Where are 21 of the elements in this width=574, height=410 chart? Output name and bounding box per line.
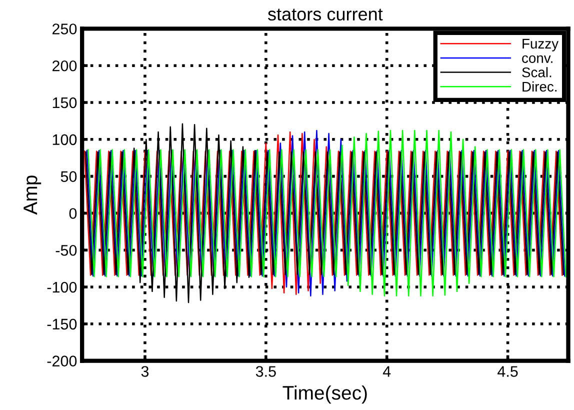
legend-label: Fuzzy [522,38,559,52]
y-tick-label: 150 [52,97,77,108]
y-tick-label: -50 [56,244,77,256]
x-tick-label: 4.5 [498,366,518,377]
legend-label: conv. [522,55,552,63]
y-tick-label: 50 [60,171,77,182]
x-tick-label: 4 [382,366,391,377]
y-tick-label: 0 [69,208,77,219]
x-axis-title: Time(sec) [282,385,367,404]
y-tick-label: 100 [52,134,77,146]
y-axis-title: Amp [24,176,42,215]
y-tick-label: -150 [47,318,77,330]
y-tick-label: -200 [47,356,77,366]
x-tick-label: 3 [141,366,149,377]
x-tick-label: 3.5 [256,366,276,377]
chart-title: stators current [268,8,383,21]
legend-label: Direc. [522,81,556,92]
legend-label: Scal. [522,67,552,78]
y-tick-label: 200 [52,60,77,72]
y-tick-label: 250 [52,24,77,34]
y-tick-label: -100 [47,282,77,293]
